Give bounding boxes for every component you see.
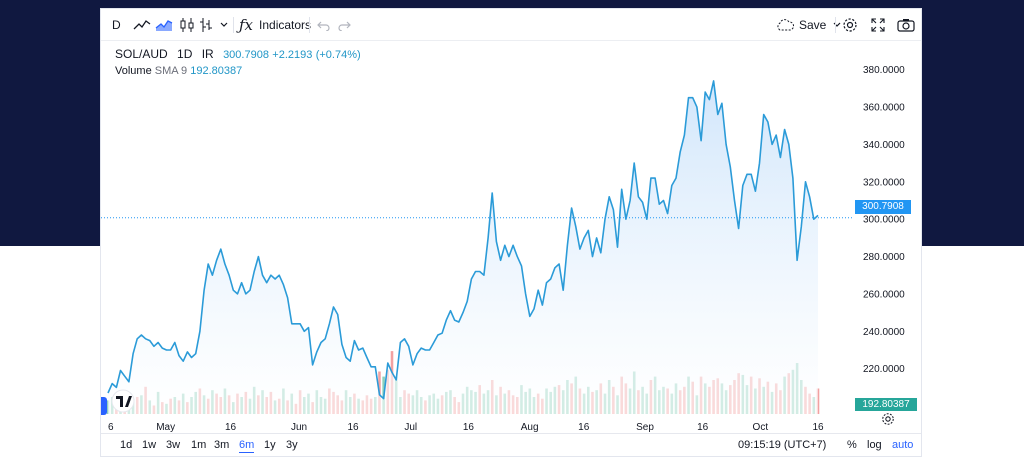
- undo-icon[interactable]: [317, 15, 331, 35]
- price-change-percent: (+0.74%): [315, 49, 361, 61]
- toolbar-divider: [309, 17, 310, 33]
- interval-button[interactable]: D: [112, 18, 121, 32]
- bottom-toolbar: 1d 1w 3w 1m 3m 6m 1y 3y 09:15:19 (UTC+7)…: [101, 433, 921, 456]
- x-tick-label: 16: [463, 422, 475, 433]
- function-icon: ƒx: [239, 16, 254, 34]
- sma-value: 192.80387: [190, 65, 243, 77]
- price-line: [107, 80, 819, 400]
- indicators-label: Indicators: [259, 18, 312, 32]
- auto-toggle[interactable]: auto: [892, 439, 914, 451]
- y-tick-label: 280.0000: [863, 252, 905, 263]
- scroll-handle[interactable]: [101, 397, 107, 415]
- y-tick-label: 380.0000: [863, 65, 905, 76]
- gear-icon[interactable]: [842, 15, 858, 35]
- y-tick-label: 220.0000: [863, 364, 905, 375]
- symbol-interval: 1D: [177, 47, 193, 61]
- y-tick-label: 340.0000: [863, 140, 905, 151]
- clock[interactable]: 09:15:19 (UTC+7): [738, 439, 827, 451]
- y-tick-label: 320.0000: [863, 177, 905, 188]
- save-button[interactable]: Save: [775, 15, 842, 35]
- y-tick-label: 300.0000: [863, 215, 905, 226]
- range-1w[interactable]: 1w: [142, 439, 157, 451]
- x-tick-label: May: [156, 422, 175, 433]
- price-area: [108, 80, 818, 415]
- y-tick-label: 240.0000: [863, 327, 905, 338]
- volume-legend: Volume SMA 9 192.80387: [115, 64, 242, 78]
- chevron-down-icon[interactable]: [219, 15, 229, 35]
- indicators-button[interactable]: ƒx Indicators: [239, 15, 311, 35]
- cloud-icon: [777, 19, 794, 31]
- range-1y[interactable]: 1y: [264, 439, 276, 451]
- x-tick-label: Jul: [404, 422, 417, 433]
- top-toolbar: D ƒx Indicators Save: [101, 9, 921, 41]
- toolbar-divider: [835, 17, 836, 33]
- range-3y[interactable]: 3y: [286, 439, 298, 451]
- axis-settings-gear-icon[interactable]: [881, 409, 895, 429]
- range-3m[interactable]: 3m: [214, 439, 230, 451]
- volume-label[interactable]: Volume: [115, 65, 152, 77]
- volume-sma-label: 192.80387: [855, 398, 917, 411]
- bars-icon[interactable]: [199, 15, 213, 35]
- percent-toggle[interactable]: %: [847, 439, 857, 451]
- symbol-exchange: IR: [201, 47, 214, 61]
- save-label: Save: [799, 18, 827, 32]
- range-3w[interactable]: 3w: [166, 439, 181, 451]
- line-chart-icon[interactable]: [133, 15, 151, 35]
- redo-icon[interactable]: [337, 15, 351, 35]
- x-tick-label: Oct: [753, 422, 769, 433]
- x-tick-label: Jun: [291, 422, 307, 433]
- camera-icon[interactable]: [897, 15, 915, 35]
- symbol-legend: SOL/AUD 1D IR 300.7908 +2.2193 (+0.74%): [115, 47, 361, 62]
- range-1d[interactable]: 1d: [120, 439, 133, 451]
- last-price-label: 300.7908: [855, 200, 911, 214]
- fullscreen-icon[interactable]: [871, 15, 885, 35]
- x-tick-label: 6: [108, 422, 114, 433]
- range-6m[interactable]: 6m: [239, 439, 255, 453]
- x-tick-label: 16: [225, 422, 237, 433]
- x-tick-label: 16: [697, 422, 709, 433]
- x-tick-label: Aug: [521, 422, 539, 433]
- price-change: +2.2193: [272, 49, 313, 61]
- toolbar-divider: [233, 17, 234, 33]
- x-tick-label: 16: [348, 422, 360, 433]
- x-tick-label: 16: [578, 422, 590, 433]
- x-tick-label: 16: [812, 422, 824, 433]
- range-1m[interactable]: 1m: [191, 439, 207, 451]
- symbol-name[interactable]: SOL/AUD: [115, 47, 168, 61]
- tradingview-logo-mark: [116, 396, 132, 407]
- sma-label: SMA 9: [154, 65, 188, 77]
- y-tick-label: 360.0000: [863, 103, 905, 114]
- last-price: 300.7908: [223, 49, 269, 61]
- x-tick-label: Sep: [636, 422, 654, 433]
- chart-widget: D ƒx Indicators Save: [101, 9, 921, 456]
- log-toggle[interactable]: log: [867, 439, 882, 451]
- candles-icon[interactable]: [178, 15, 196, 35]
- chevron-down-icon: [833, 22, 841, 27]
- y-tick-label: 260.0000: [863, 289, 905, 300]
- area-chart-icon[interactable]: [155, 15, 173, 35]
- price-chart[interactable]: 380.0000 360.0000 340.0000 320.0000 300.0000…: [101, 41, 921, 433]
